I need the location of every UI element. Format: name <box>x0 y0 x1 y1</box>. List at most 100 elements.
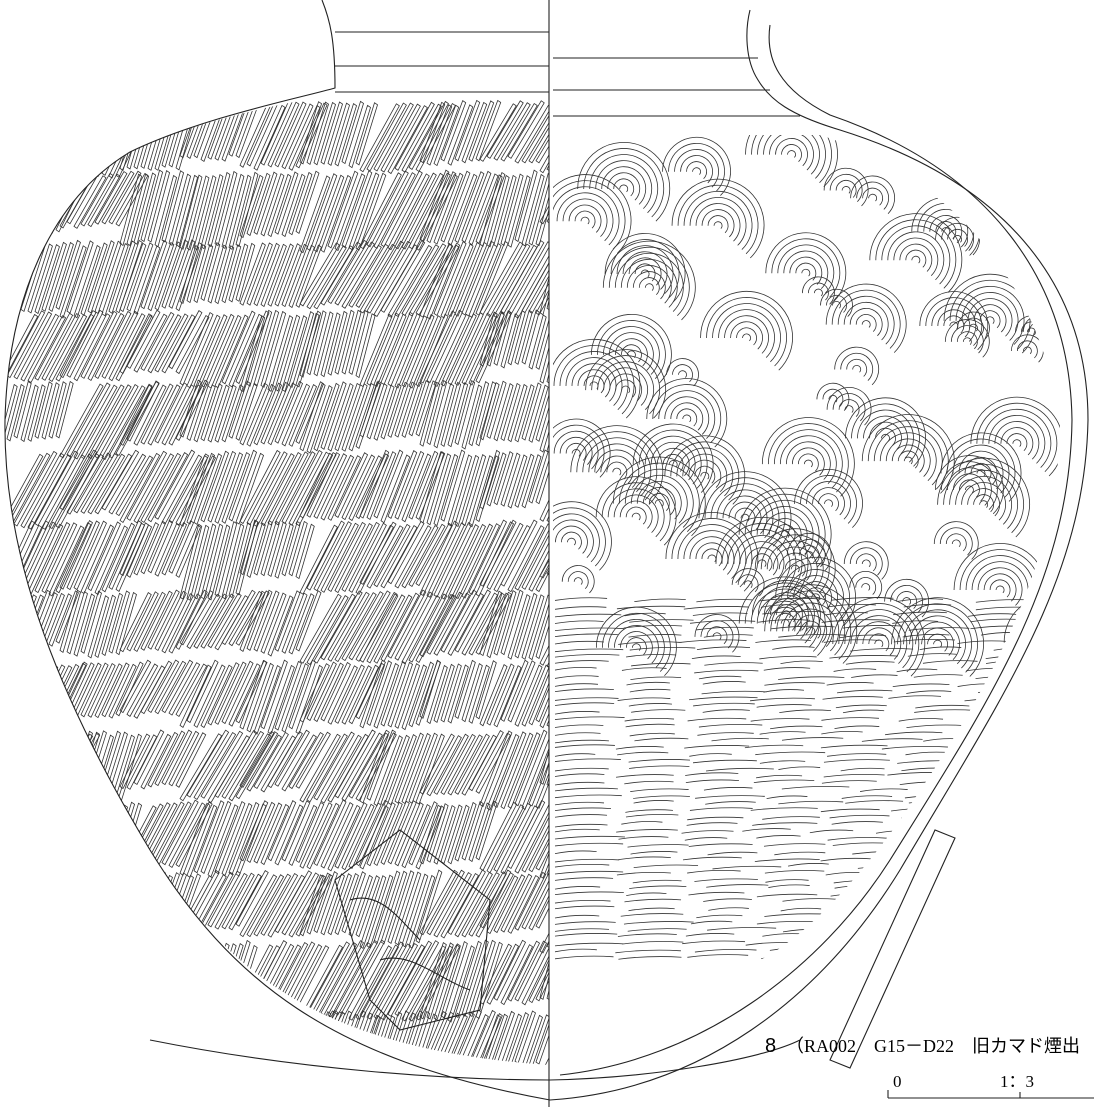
texture-stroke <box>822 388 844 407</box>
texture-stroke <box>996 182 1018 201</box>
texture-stroke <box>692 167 701 175</box>
texture-stroke <box>773 429 843 489</box>
texture-stroke <box>891 597 984 677</box>
texture-stroke <box>713 221 723 229</box>
texture-stroke <box>419 589 512 658</box>
texture-stroke <box>600 455 634 484</box>
texture-stroke <box>239 940 330 1006</box>
texture-stroke <box>610 239 680 299</box>
texture-stroke <box>680 155 713 184</box>
texture-stroke <box>595 476 677 546</box>
texture-stroke <box>843 541 889 580</box>
texture-stroke <box>776 596 846 656</box>
texture-stroke <box>554 597 1060 960</box>
texture-stroke <box>119 379 209 446</box>
texture-stroke <box>359 660 441 731</box>
texture-stroke <box>761 417 855 497</box>
texture-stroke <box>751 553 773 572</box>
texture-stroke <box>672 364 693 383</box>
texture-stroke <box>744 493 826 564</box>
texture-stroke <box>911 255 921 264</box>
texture-stroke <box>561 531 582 550</box>
texture-stroke <box>750 588 820 648</box>
texture-stroke <box>897 450 919 469</box>
texture-stroke <box>787 569 845 618</box>
texture-stroke <box>849 571 883 600</box>
texture-stroke <box>239 729 331 793</box>
texture-stroke <box>479 380 549 443</box>
texture-stroke <box>479 309 549 370</box>
texture-stroke <box>580 216 590 225</box>
texture-stroke <box>767 423 849 493</box>
texture-stroke <box>1015 315 1048 344</box>
texture-stroke <box>959 479 980 498</box>
texture-stroke <box>419 659 497 725</box>
texture-stroke <box>567 571 589 590</box>
texture-stroke <box>1039 632 1060 650</box>
texture-stroke <box>851 403 920 463</box>
texture-stroke <box>737 574 759 593</box>
texture-stroke <box>664 396 710 435</box>
texture-stroke <box>553 430 599 470</box>
texture-stroke <box>801 268 811 277</box>
texture-stroke <box>299 452 390 522</box>
texture-stroke <box>553 174 632 254</box>
texture-stroke <box>832 393 866 422</box>
texture-stroke <box>957 311 990 340</box>
texture-stroke <box>781 144 802 162</box>
texture-stroke <box>479 519 549 593</box>
texture-stroke <box>919 291 989 351</box>
texture-stroke <box>868 633 890 652</box>
texture-stroke <box>609 332 654 371</box>
texture-stroke <box>683 530 741 579</box>
texture-stroke <box>903 609 972 669</box>
texture-stroke <box>899 243 933 272</box>
texture-stroke <box>701 548 723 567</box>
texture-stroke <box>299 799 389 872</box>
texture-stroke <box>239 519 315 580</box>
texture-stroke <box>479 939 549 1006</box>
texture-stroke <box>626 265 672 304</box>
texture-stroke <box>359 380 437 441</box>
texture-stroke <box>698 471 792 551</box>
texture-stroke <box>716 489 774 539</box>
texture-stroke <box>119 519 202 578</box>
texture-stroke <box>689 197 747 246</box>
texture-stroke <box>772 546 818 585</box>
texture-stroke <box>805 587 827 606</box>
texture-stroke <box>844 405 854 413</box>
texture-stroke <box>419 800 498 865</box>
texture-stroke <box>665 511 759 592</box>
texture-stroke <box>814 288 823 297</box>
texture-stroke <box>583 375 605 394</box>
texture-stroke <box>745 135 838 188</box>
texture-stroke <box>793 575 838 614</box>
texture-stroke <box>179 519 259 601</box>
texture-stroke <box>299 380 382 454</box>
texture-stroke <box>670 402 704 431</box>
texture-stroke <box>943 273 1037 354</box>
texture-stroke <box>568 204 602 233</box>
texture-stroke <box>834 346 880 386</box>
texture-stroke <box>769 135 814 171</box>
texture-stroke <box>419 730 511 797</box>
texture-stroke <box>843 301 889 341</box>
texture-stroke <box>739 541 785 580</box>
texture-stroke <box>570 425 664 505</box>
texture-stroke <box>949 279 1031 350</box>
texture-stroke <box>955 285 1025 345</box>
texture-stroke <box>654 499 664 507</box>
texture-stroke <box>1021 321 1042 340</box>
texture-stroke <box>798 545 820 563</box>
texture-stroke <box>990 176 1024 205</box>
texture-stroke <box>925 297 983 346</box>
texture-stroke <box>757 559 767 567</box>
texture-stroke <box>791 447 825 476</box>
texture-stroke <box>597 361 655 410</box>
texture-stroke <box>119 169 199 248</box>
texture-stroke <box>744 582 826 652</box>
texture-stroke <box>662 136 731 196</box>
texture-stroke <box>792 539 826 568</box>
texture-stroke <box>479 169 549 248</box>
